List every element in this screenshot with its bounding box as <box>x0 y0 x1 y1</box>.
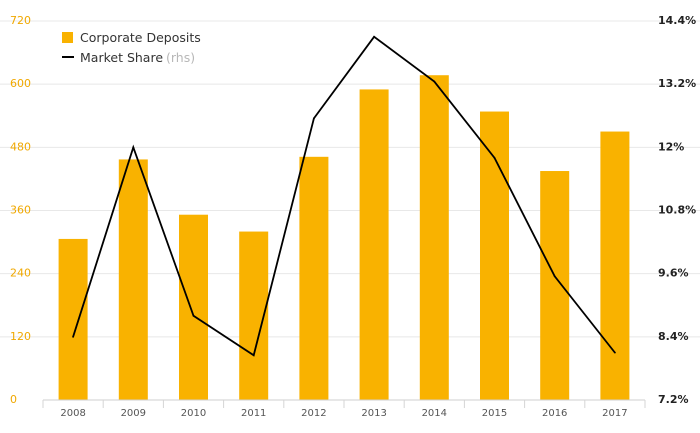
y-right-tick-label: 10.8% <box>658 204 696 217</box>
market-share-line <box>72 35 616 357</box>
bar <box>540 171 570 400</box>
y-left-tick-label: 120 <box>10 330 31 343</box>
bar-series <box>58 75 630 401</box>
line-point <box>373 35 375 38</box>
x-axis: 2008 2009 2010 2011 2012 2013 2014 2015 2016 2017 <box>42 399 646 419</box>
bar <box>58 238 88 400</box>
legend-swatch-bar <box>62 31 73 43</box>
line-point <box>132 146 135 149</box>
y-right-tick-label: 9.6% <box>658 267 689 280</box>
y-left-tick-label: 720 <box>10 14 31 27</box>
x-tick-label: 2008 <box>60 408 85 419</box>
y-left-tick-label: 600 <box>10 77 31 90</box>
legend-label-corporate-deposits: Corporate Deposits <box>80 29 201 45</box>
x-tick-label: 2013 <box>361 408 386 419</box>
bar <box>419 75 449 401</box>
x-tick-label: 2011 <box>241 408 266 419</box>
x-tick-label: 2009 <box>121 408 146 419</box>
line-point <box>493 156 496 159</box>
line-point <box>252 354 255 357</box>
legend: Corporate Deposits Market Share (rhs) <box>62 27 201 67</box>
y-right-tick-label: 7.2% <box>658 393 689 406</box>
x-tick-label: 2015 <box>482 408 507 419</box>
line-series <box>72 35 616 357</box>
x-tick-label: 2012 <box>301 408 326 419</box>
bar <box>600 131 630 400</box>
y-left-tick-label: 480 <box>10 140 31 153</box>
bar <box>179 214 208 400</box>
gridlines <box>0 20 700 338</box>
line-point <box>72 335 74 338</box>
y-axis-left: 0 120 240 360 480 600 720 <box>10 14 31 406</box>
legend-item-market-share: Market Share (rhs) <box>62 47 201 67</box>
line-point <box>192 314 195 317</box>
y-axis-right: 7.2% 8.4% 9.6% 10.8% 12% 13.2% 14.4% <box>658 14 696 406</box>
line-point <box>313 117 315 120</box>
x-tick-label: 2017 <box>602 408 627 419</box>
bar <box>118 159 148 400</box>
y-right-tick-label: 14.4% <box>658 14 696 27</box>
bar <box>480 111 509 401</box>
line-point <box>553 275 556 278</box>
y-left-tick-label: 360 <box>10 204 31 217</box>
y-left-tick-label: 240 <box>10 267 31 280</box>
y-left-tick-label: 0 <box>10 393 17 406</box>
x-tick-label: 2016 <box>542 408 567 419</box>
line-point <box>614 351 616 354</box>
y-right-tick-label: 8.4% <box>658 330 689 343</box>
legend-label-market-share: Market Share <box>80 49 164 65</box>
legend-swatch-line <box>62 56 74 58</box>
line-point <box>433 80 436 83</box>
legend-label-rhs: (rhs) <box>166 49 196 65</box>
x-tick-label: 2010 <box>181 408 206 419</box>
bar <box>359 89 389 401</box>
bar <box>299 156 329 400</box>
y-right-tick-label: 13.2% <box>658 77 696 90</box>
y-right-tick-label: 12% <box>658 140 684 153</box>
legend-item-corporate-deposits: Corporate Deposits <box>62 27 201 47</box>
x-tick-label: 2014 <box>422 408 447 419</box>
